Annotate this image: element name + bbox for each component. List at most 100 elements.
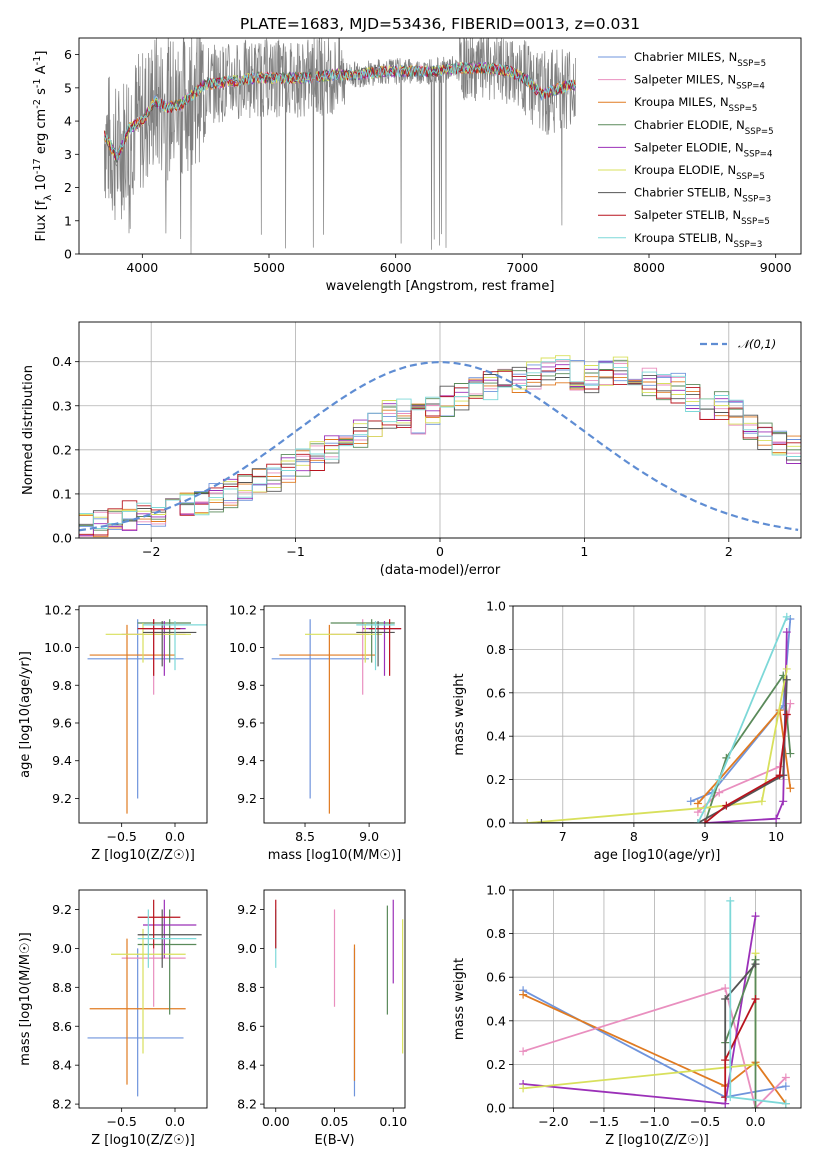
y-tick-label: 9.2 [237,791,257,806]
x-tick-label: 0.00 [262,1114,290,1129]
weight-marker [519,1084,528,1093]
plot-area [79,355,801,538]
weight-marker [722,801,731,810]
x-tick-label: 9.0 [359,829,379,844]
axes-frame [512,605,802,824]
y-tick-label: 8.6 [52,1019,72,1034]
y-tick-label: 8.6 [237,1019,257,1034]
axes-frame [78,321,802,539]
y-axis-label: Flux [fλ 10-17 erg cm-2 s-1 A-1] [32,51,54,242]
y-tick-label: 0.2 [52,442,72,457]
weight-marker [782,675,791,684]
x-tick-label: −0.5 [106,1114,136,1129]
y-tick-label: 9.8 [52,678,72,693]
y-tick-label: 6 [64,47,72,62]
weight-marker [537,819,546,823]
x-tick-label: −1 [286,544,304,559]
y-tick-label: 0.0 [52,531,72,546]
legend-label: 𝒩(0,1) [738,337,776,351]
x-tick-label: 1 [580,544,588,559]
weight-marker [781,1082,790,1091]
x-tick-label: 8.5 [295,829,315,844]
y-tick-label: 9.2 [52,791,72,806]
y-tick-label: 9.0 [237,941,257,956]
weight-marker [701,819,709,823]
x-tick-label: 0.0 [165,829,185,844]
y-tick-label: 0.2 [486,1057,506,1072]
y-tick-label: 9.4 [52,753,72,768]
x-tick-label: 0.0 [746,1114,766,1129]
weight-marker [782,710,791,719]
y-tick-label: 9.6 [52,715,72,730]
y-tick-label: 5 [64,80,72,95]
weight-marker [751,1104,760,1108]
x-axis-label: wavelength [Angstrom, rest frame] [326,279,555,294]
legend-label: Salpeter STELIB, NSSP=5 [634,208,770,227]
weight-marker [779,797,788,806]
weight-marker [786,784,795,793]
y-tick-label: 0.6 [486,970,506,985]
weight-marker [686,797,695,806]
legend-label: Chabrier ELODIE, NSSP=5 [634,118,774,137]
y-tick-label: 4 [64,114,72,129]
y-axis-label: mass [log10(M/M☉)] [18,932,33,1065]
x-tick-label: −2 [142,544,160,559]
legend-label: Salpeter MILES, NSSP=4 [634,73,765,92]
x-tick-label: 0 [436,544,444,559]
y-tick-label: 0.8 [486,926,506,941]
histogram-step [79,366,801,526]
y-tick-label: 9.0 [52,941,72,956]
histogram-step [79,358,801,529]
y-tick-label: 0.4 [486,1013,506,1028]
gaussian-curve [79,360,799,532]
y-tick-label: 0.0 [486,816,506,831]
panel-mass-vs-Z: −0.5 0.0 8.2 8.4 8.6 8.8 9.0 9.2 Z [log10(Z/Z☉)]… [18,889,208,1148]
axes-frame [78,37,802,255]
y-tick-label: 0.3 [52,398,72,413]
weight-marker [751,995,760,1003]
weight-marker [523,819,532,823]
x-axis-label: Z [log10(Z/Z☉)] [605,1133,709,1148]
plot-area [275,899,404,1097]
weight-marker [726,1093,735,1102]
x-tick-label: −0.5 [690,1114,720,1129]
weight-marker [693,819,702,823]
x-tick-label: 0.05 [321,1114,349,1129]
weight-marker [775,771,784,780]
y-tick-label: 8.8 [237,980,257,995]
x-tick-label: 8 [630,829,638,844]
y-tick-label: 8.8 [52,980,72,995]
axes-frame [263,605,406,824]
legend-label: Kroupa ELODIE, NSSP=5 [634,163,765,182]
weight-line [729,900,786,1105]
weight-marker [721,995,730,1003]
axes-frame [263,889,406,1109]
y-tick-label: 8.2 [52,1097,72,1112]
legend-label: Chabrier MILES, NSSP=5 [634,50,766,69]
y-axis-label: age [log10(age/yr)] [18,651,33,778]
x-tick-label: 0.0 [165,1114,185,1129]
x-tick-label: 5000 [253,260,285,275]
weight-marker [786,615,795,624]
axes-frame [512,889,802,1109]
weight-marker [715,775,724,784]
x-tick-label: 0.10 [379,1114,407,1129]
y-tick-label: 9.2 [52,902,72,917]
y-tick-label: 0.0 [486,1101,506,1116]
weight-marker [693,808,702,817]
plot-area [271,619,402,814]
x-tick-label: 7000 [506,260,538,275]
plot-area [87,899,202,1097]
weight-line [527,668,788,823]
legend-label: Chabrier STELIB, NSSP=3 [634,186,771,205]
weight-marker [519,990,528,999]
y-tick-label: 0.4 [52,354,72,369]
model-fit-line [103,61,576,161]
weight-marker [781,1099,790,1108]
x-tick-label: 6000 [380,260,412,275]
y-tick-label: 3 [64,147,72,162]
weight-marker [781,1073,790,1082]
x-axis-label: Z [log10(Z/Z☉)] [91,848,195,863]
x-axis-label: (data-model)/error [380,563,501,578]
